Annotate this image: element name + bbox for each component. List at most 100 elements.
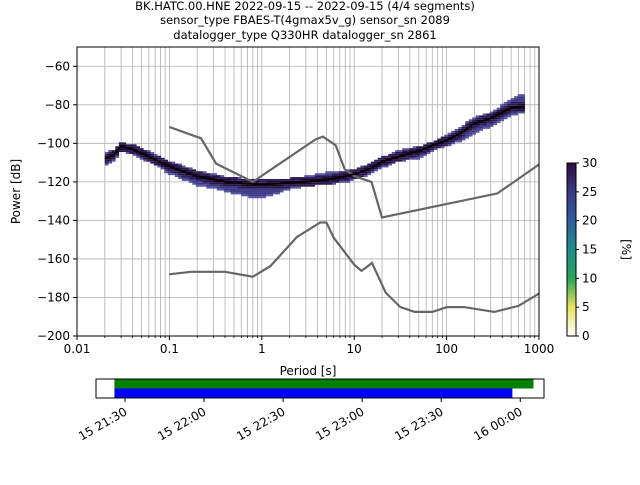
heatmap-cell — [164, 161, 169, 164]
heatmap-cell — [486, 115, 490, 118]
heatmap-cell — [367, 171, 372, 174]
heatmap-cell — [360, 165, 365, 168]
heatmap-cell — [363, 165, 368, 168]
heatmap-cell — [223, 177, 228, 179]
heatmap-cell — [213, 177, 218, 179]
heatmap-cell — [262, 190, 267, 193]
heatmap-cell — [111, 150, 116, 153]
heatmap-cell — [195, 171, 200, 174]
heatmap-cell — [248, 184, 253, 187]
heatmap-cell — [111, 155, 116, 158]
heatmap-cell — [493, 109, 497, 112]
heatmap-cell — [304, 175, 309, 178]
heatmap-cell — [185, 178, 190, 181]
heatmap-cell — [157, 163, 162, 166]
heatmap-cell — [346, 178, 351, 181]
heatmap-cell — [157, 157, 162, 160]
heatmap-cell — [332, 180, 337, 183]
heatmap-cell — [370, 169, 375, 172]
heatmap-cell — [430, 146, 435, 149]
heatmap-cell — [398, 152, 403, 154]
heatmap-cell — [237, 190, 242, 193]
heatmap-cell — [339, 177, 344, 179]
heatmap-cell — [346, 169, 351, 172]
heatmap-cell — [423, 150, 428, 153]
heatmap-cell — [482, 115, 487, 118]
coverage-bar — [114, 388, 513, 398]
heatmap-cell — [181, 173, 186, 176]
heatmap-cell — [395, 150, 400, 153]
heatmap-cell — [419, 146, 424, 149]
heatmap-cell — [475, 126, 480, 129]
heatmap-cell — [146, 157, 151, 160]
heatmap-cell — [412, 150, 417, 153]
heatmap-cell — [468, 128, 473, 131]
heatmap-cell — [349, 169, 354, 172]
heatmap-cell — [223, 182, 228, 185]
heatmap-cell — [374, 167, 379, 170]
heatmap-cell — [321, 177, 326, 179]
heatmap-cell — [451, 130, 456, 133]
heatmap-cell — [356, 173, 361, 176]
heatmap-cell — [167, 171, 172, 174]
heatmap-cell — [104, 152, 109, 154]
heatmap-cell — [493, 119, 497, 122]
heatmap-cell — [479, 121, 483, 124]
heatmap-cell — [272, 178, 277, 181]
heatmap-cell — [353, 171, 358, 174]
heatmap-cell — [472, 117, 477, 120]
heatmap-cell — [104, 159, 109, 162]
heatmap-cell — [510, 113, 515, 116]
heatmap-cell — [125, 152, 130, 154]
heatmap-cell — [377, 165, 382, 168]
heatmap-cell — [192, 180, 197, 183]
heatmap-cell — [206, 184, 211, 187]
median-curve — [104, 105, 525, 186]
heatmap-cell — [216, 180, 221, 183]
heatmap-cell — [234, 180, 239, 183]
heatmap-cell — [475, 123, 480, 126]
heatmap-cell — [258, 178, 263, 181]
heatmap-cell — [507, 105, 511, 108]
heatmap-cell — [265, 184, 270, 187]
y-tick-label: −200 — [37, 329, 70, 343]
heatmap-cell — [342, 180, 347, 183]
heatmap-cell — [223, 186, 228, 189]
heatmap-cell — [104, 161, 109, 164]
heatmap-cell — [465, 132, 470, 135]
heatmap-cell — [503, 115, 508, 118]
heatmap-cell — [486, 125, 490, 127]
heatmap-cell — [206, 173, 211, 176]
heatmap-cell — [262, 192, 267, 195]
heatmap-cell — [213, 173, 218, 176]
heatmap-cell — [269, 188, 274, 191]
heatmap-cell — [185, 173, 190, 176]
heatmap-cell — [188, 171, 193, 174]
heatmap-cell — [381, 163, 386, 166]
heatmap-cell — [122, 144, 127, 147]
heatmap-cell — [262, 180, 267, 183]
heatmap-cell — [300, 178, 305, 181]
heatmap-cell — [276, 190, 281, 193]
y-tick-label: −80 — [45, 98, 70, 112]
heatmap-cell — [377, 157, 382, 160]
heatmap-cell — [297, 177, 302, 179]
chart-title-line-3: datalogger_type Q330HR datalogger_sn 286… — [173, 28, 436, 42]
heatmap-cell — [521, 109, 525, 112]
heatmap-cell — [321, 182, 326, 185]
heatmap-cell — [486, 119, 490, 122]
heatmap-cell — [367, 165, 372, 168]
heatmap-cell — [118, 142, 123, 145]
heatmap-cell — [216, 184, 221, 187]
heatmap-cell — [265, 180, 270, 183]
heatmap-cell — [514, 99, 518, 102]
heatmap-cell — [164, 167, 169, 170]
heatmap-cell — [248, 188, 253, 191]
heatmap-cell — [199, 182, 204, 185]
heatmap-cell — [458, 128, 463, 131]
heatmap-cell — [192, 177, 197, 179]
heatmap-cell — [349, 175, 354, 178]
heatmap-cell — [405, 155, 410, 158]
heatmap-cell — [339, 173, 344, 176]
heatmap-cell — [367, 169, 372, 172]
